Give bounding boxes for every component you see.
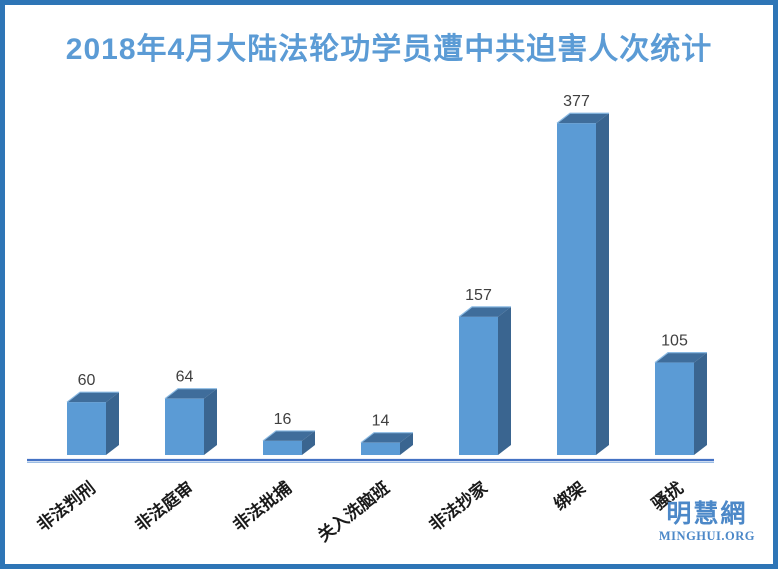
bar-bevel-highlight <box>654 352 707 364</box>
bar-value-label: 157 <box>465 287 492 304</box>
minghui-logo-chinese: 明慧網 <box>666 499 748 528</box>
bar-value-label: 14 <box>372 413 390 430</box>
bar <box>165 398 204 455</box>
category-label: 关入洗脑班 <box>314 477 393 545</box>
bar-value-label: 377 <box>563 93 590 110</box>
category-label: 非法庭审 <box>131 477 197 535</box>
bar-side-face <box>204 388 217 455</box>
bar-top-face <box>459 306 511 317</box>
minghui-logo: 明慧網 MINGHUI.ORG <box>658 499 755 543</box>
bar-bevel-highlight <box>458 306 511 318</box>
bar-bevel-highlight <box>66 391 119 403</box>
bar-side-face <box>596 113 609 456</box>
bar-bevel-highlight <box>556 112 609 124</box>
bar-top-face <box>165 388 217 399</box>
category-label: 非法抄家 <box>425 477 491 535</box>
category-label: 非法批捕 <box>229 477 295 535</box>
category-label: 绑架 <box>550 477 589 514</box>
bar <box>459 316 498 455</box>
bar <box>263 440 302 455</box>
bar-chart-canvas: 60 非法判刑 64 非法庭审 16 非法批捕 14 关入洗脑班 157 非法抄家 377 绑架 105… <box>27 93 714 545</box>
bar-top-face <box>263 430 315 441</box>
bar <box>557 123 596 456</box>
bar <box>67 402 106 455</box>
bar-side-face <box>400 432 413 455</box>
minghui-logo-domain: MINGHUI.ORG <box>658 528 755 543</box>
bar-bevel-highlight <box>262 430 315 442</box>
bar-value-label: 105 <box>661 333 688 350</box>
bar <box>655 362 694 455</box>
bar-side-face <box>694 352 707 455</box>
bar-side-face <box>106 392 119 455</box>
bar-value-label: 16 <box>274 411 292 428</box>
bar-value-label: 64 <box>176 369 194 386</box>
bar-top-face <box>361 432 413 443</box>
bar-value-label: 60 <box>78 372 96 389</box>
bar-bevel-highlight <box>164 388 217 400</box>
category-label: 非法判刑 <box>33 477 99 535</box>
bar-top-face <box>655 352 707 363</box>
bar-top-face <box>67 392 119 403</box>
bar-side-face <box>302 430 315 455</box>
bar <box>361 442 400 455</box>
bar-bevel-highlight <box>360 432 413 444</box>
bar-side-face <box>498 306 511 455</box>
chart-title: 2018年4月大陆法轮功学员遭中共迫害人次统计 <box>65 33 713 66</box>
bar-top-face <box>557 113 609 124</box>
